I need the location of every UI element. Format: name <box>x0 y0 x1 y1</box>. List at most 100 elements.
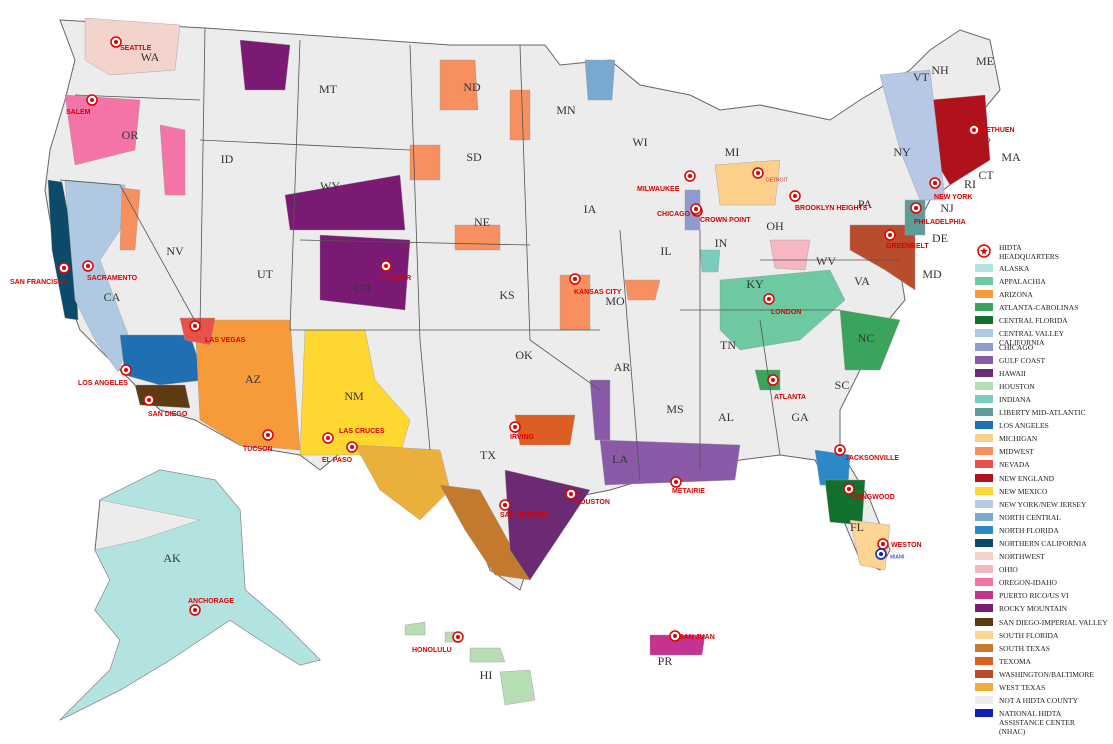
hq-label: DETROIT <box>766 177 788 183</box>
legend-label: NATIONAL HIDTA ASSISTANCE CENTER (NHAC) <box>999 709 1075 737</box>
legend-item: ARIZONA <box>975 290 1110 303</box>
legend-swatch <box>975 473 993 482</box>
hq-label: NEW YORK <box>934 194 972 201</box>
legend-item: CHICAGO <box>975 342 1110 356</box>
state-label: PR <box>658 654 673 668</box>
state-label: OH <box>766 219 784 233</box>
legend-swatch <box>975 578 993 587</box>
legend-label: OREGON-IDAHO <box>999 578 1057 588</box>
state-label: ME <box>976 54 994 68</box>
state-label: MT <box>319 82 338 96</box>
state-label: AK <box>163 551 181 565</box>
hq-marker-dot <box>124 368 128 372</box>
legend-swatch <box>975 604 993 613</box>
legend-label: NORTH CENTRAL <box>999 512 1061 522</box>
legend-item: LOS ANGELES <box>975 421 1110 434</box>
hq-label: METHUEN <box>980 127 1015 134</box>
legend-label: LOS ANGELES <box>999 421 1049 431</box>
hq-marker-dot <box>933 181 937 185</box>
hidta-region <box>509 89 531 141</box>
state-label: NE <box>474 215 490 229</box>
hq-marker-dot <box>513 425 517 429</box>
legend-star-icon <box>977 244 991 258</box>
hq-label: BROOKLYN HEIGHTS <box>795 205 868 212</box>
state-label: CT <box>978 168 994 182</box>
hq-marker-dot <box>86 264 90 268</box>
hq-label: MILWAUKEE <box>637 186 680 193</box>
state-label: NH <box>931 63 949 77</box>
hq-marker-dot <box>694 207 698 211</box>
state-label: MN <box>556 103 576 117</box>
state-label: IL <box>660 244 671 258</box>
hq-marker-dot <box>62 266 66 270</box>
hq-marker-dot <box>756 171 760 175</box>
hq-label: SEATTLE <box>120 45 152 52</box>
state-label: IN <box>715 236 728 250</box>
state-label: UT <box>257 267 274 281</box>
hq-label: LONDON <box>771 309 801 316</box>
legend-item: ALASKA <box>975 264 1110 277</box>
legend-swatch <box>975 656 993 665</box>
hq-label: LAS CRUCES <box>339 428 385 435</box>
legend-label: NORTHERN CALIFORNIA <box>999 538 1087 548</box>
hidta-region <box>849 224 916 291</box>
hq-label: CROWN POINT <box>700 217 751 224</box>
hq-marker-dot <box>193 608 197 612</box>
legend-label: WASHINGTON/BALTIMORE <box>999 669 1095 679</box>
legend-label: PUERTO RICO/US VI <box>999 591 1069 601</box>
hq-marker-dot <box>573 277 577 281</box>
legend-item: NEW MEXICO <box>975 486 1110 500</box>
legend-item: OREGON-IDAHO <box>975 578 1110 591</box>
legend-swatch <box>975 447 993 456</box>
hq-marker-dot <box>771 378 775 382</box>
hq-label: CHICAGO <box>657 211 691 218</box>
hq-marker-dot <box>838 448 842 452</box>
hq-label: METAIRIE <box>672 488 705 495</box>
hidta-region <box>469 647 506 663</box>
hidta-region <box>879 69 946 201</box>
hidta-region <box>624 279 661 301</box>
state-label: NY <box>893 145 911 159</box>
state-label: NJ <box>940 201 954 215</box>
hidta-region <box>179 317 216 346</box>
hq-marker-dot <box>193 324 197 328</box>
hq-label: IRVING <box>510 434 535 441</box>
hq-label: WESTON <box>891 542 922 549</box>
state-label: ID <box>221 152 234 166</box>
hq-label: SAN FRANCISCO <box>10 279 69 286</box>
state-label: TN <box>720 338 736 352</box>
hq-marker-dot <box>569 492 573 496</box>
state-label: LA <box>612 452 628 466</box>
legend-swatch <box>975 486 993 495</box>
hq-label: SACRAMENTO <box>87 275 138 282</box>
legend-label: NORTHWEST <box>999 552 1045 562</box>
legend-item: HAWAII <box>975 368 1110 382</box>
state-label: GA <box>791 410 809 424</box>
legend-swatch <box>975 643 993 652</box>
hidta-region <box>454 224 501 251</box>
hidta-region <box>134 384 191 409</box>
hidta-region <box>84 17 181 76</box>
legend-item: CENTRAL FLORIDA <box>975 316 1110 329</box>
state-label: AR <box>614 360 631 374</box>
hq-marker-dot <box>888 233 892 237</box>
legend-swatch <box>975 303 993 312</box>
legend-swatch <box>975 408 993 417</box>
legend-swatch <box>975 434 993 443</box>
legend-swatch <box>975 696 993 705</box>
legend-swatch <box>975 538 993 547</box>
legend-label: HAWAII <box>999 368 1026 378</box>
legend-label: SAN DIEGO-IMPERIAL VALLEY <box>999 617 1108 627</box>
legend-swatch <box>975 277 993 286</box>
hq-marker-dot <box>503 503 507 507</box>
legend-label: INDIANA <box>999 394 1032 404</box>
hq-marker-dot <box>114 40 118 44</box>
state-label: DE <box>932 231 948 245</box>
state-label: MS <box>666 402 683 416</box>
hq-label: HONOLULU <box>412 647 452 654</box>
state-label: WV <box>816 254 836 268</box>
legend-item: MICHIGAN <box>975 434 1110 447</box>
legend-label: CENTRAL FLORIDA <box>999 316 1068 326</box>
hq-marker-dot <box>326 436 330 440</box>
